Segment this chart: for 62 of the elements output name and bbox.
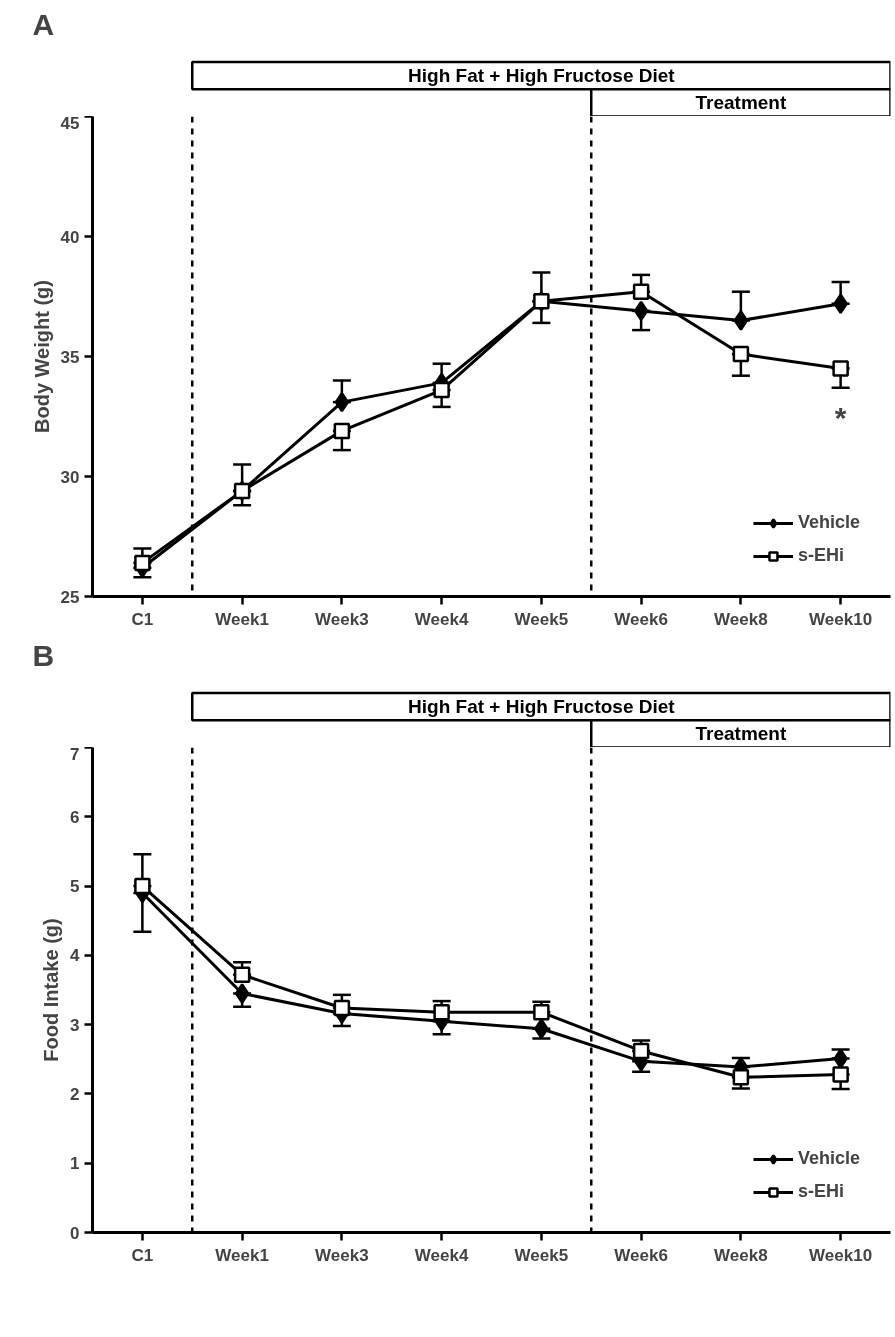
x-tick-label: Week8 <box>714 609 768 629</box>
x-tick-label: Week6 <box>614 609 668 629</box>
y-tick-label: 5 <box>70 877 80 897</box>
y-tick-label: 1 <box>70 1154 80 1174</box>
x-tick-label: Week1 <box>215 1245 269 1265</box>
x-tick-label: C1 <box>131 1245 154 1265</box>
point <box>433 381 450 399</box>
legend-label: s-EHi <box>797 545 844 566</box>
point <box>833 1048 848 1069</box>
y-tick-label: 7 <box>70 744 80 764</box>
legend-label: s-EHi <box>797 1181 844 1202</box>
y-axis-title: Body Weight (g) <box>30 280 53 433</box>
y-axis-title: Food Intake (g) <box>40 918 63 1062</box>
chart-title: B <box>32 638 55 672</box>
point <box>134 554 151 572</box>
y-tick-label: 4 <box>70 946 81 966</box>
point <box>733 310 749 331</box>
point <box>333 422 351 440</box>
text: Treatment <box>695 92 787 114</box>
legend-label: Vehicle <box>797 512 860 533</box>
annotation: * <box>834 401 847 435</box>
y-tick-label: 45 <box>60 113 80 133</box>
y-tick-label: 35 <box>60 347 80 367</box>
x-tick-label: Week8 <box>714 1245 768 1265</box>
y-tick-label: 2 <box>70 1084 80 1104</box>
y-tick-label: 25 <box>60 587 80 607</box>
point <box>134 877 151 895</box>
text: Treatment <box>695 723 787 745</box>
point <box>633 300 649 322</box>
y-tick-label: 40 <box>60 227 80 247</box>
point <box>732 1069 750 1086</box>
point <box>632 1042 650 1060</box>
point <box>832 1066 849 1083</box>
point <box>632 283 650 300</box>
x-tick-label: Week6 <box>614 1245 668 1265</box>
x-tick-label: C1 <box>131 609 154 629</box>
point <box>433 1003 450 1021</box>
x-tick-label: Week3 <box>315 1245 369 1265</box>
point <box>732 345 750 363</box>
x-tick-label: Week5 <box>514 609 569 629</box>
x-tick-label: Week4 <box>414 609 469 629</box>
point <box>533 1003 550 1021</box>
x-tick-label: Week5 <box>514 1245 569 1265</box>
point <box>233 966 251 984</box>
point <box>832 360 849 377</box>
x-tick-label: Week10 <box>809 1245 873 1265</box>
chart-title: A <box>32 7 55 41</box>
x-tick-label: Week1 <box>215 609 269 629</box>
point <box>833 293 848 314</box>
y-tick-label: 0 <box>70 1223 80 1243</box>
y-tick-label: 30 <box>60 467 80 487</box>
x-tick-label: Week10 <box>809 609 873 629</box>
point <box>234 983 250 1004</box>
legend-label: Vehicle <box>797 1148 860 1169</box>
text: High Fat + High Fructose Diet <box>408 696 676 718</box>
text: High Fat + High Fructose Diet <box>408 65 676 87</box>
point <box>333 999 351 1017</box>
x-tick-label: Week4 <box>414 1245 469 1265</box>
y-tick-label: 6 <box>70 807 80 827</box>
y-tick-label: 3 <box>70 1015 80 1035</box>
point <box>334 391 350 413</box>
x-tick-label: Week3 <box>315 609 369 629</box>
